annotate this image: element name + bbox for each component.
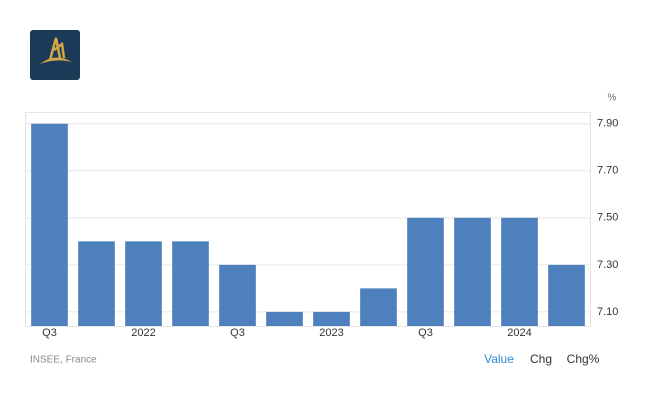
bar [125, 241, 162, 326]
y-tick-label: 7.30 [597, 259, 618, 271]
x-tick-label: 2022 [131, 327, 155, 339]
tab-button[interactable]: Chg% [567, 352, 600, 366]
bar [454, 217, 491, 326]
plot-frame [25, 112, 591, 327]
bar [31, 123, 68, 326]
bar [78, 241, 115, 326]
bar [219, 264, 256, 326]
bar [313, 311, 350, 326]
bar [501, 217, 538, 326]
bar [548, 264, 585, 326]
x-tick-label: Q3 [230, 327, 245, 339]
x-tick-label: Q3 [42, 327, 57, 339]
logo [30, 30, 80, 80]
unit-label: % [608, 93, 617, 104]
x-tick-label: Q3 [418, 327, 433, 339]
y-tick-label: 7.70 [597, 165, 618, 177]
x-tick-label: 2024 [507, 327, 531, 339]
x-tick-label: 2023 [319, 327, 343, 339]
tab-button[interactable]: Value [484, 352, 514, 366]
y-tick-label: 7.50 [597, 212, 618, 224]
y-tick-label: 7.10 [597, 306, 618, 318]
bar [172, 241, 209, 326]
y-tick-label: 7.90 [597, 118, 618, 130]
source: INSEE, France [30, 355, 97, 366]
tab-button[interactable]: Chg [530, 352, 552, 366]
bar [407, 217, 444, 326]
bar [266, 311, 303, 326]
bar [360, 288, 397, 326]
